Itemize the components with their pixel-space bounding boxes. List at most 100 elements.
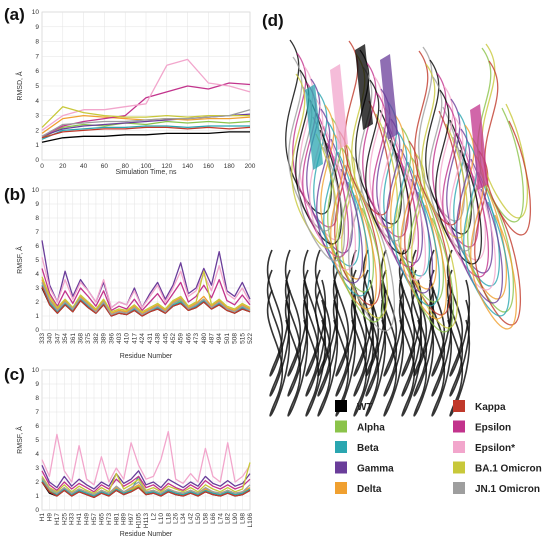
x-tick-label: 160 xyxy=(203,163,214,170)
antibody-ribbon xyxy=(410,269,435,397)
x-tick-label: 417 xyxy=(131,333,138,344)
legend-swatch xyxy=(453,461,465,474)
y-tick-label: 4 xyxy=(35,451,39,458)
x-tick-label: L26 xyxy=(173,513,180,524)
legend-label: Delta xyxy=(357,484,382,495)
x-tick-label: 347 xyxy=(54,333,61,344)
y-tick-label: 9 xyxy=(35,381,39,388)
y-tick-label: 8 xyxy=(35,395,39,402)
legend-swatch xyxy=(453,400,465,412)
x-tick-label: L2 xyxy=(150,513,157,521)
x-tick-label: L98 xyxy=(240,513,247,524)
series-line-beta xyxy=(41,125,250,140)
protein-structure-image xyxy=(266,39,531,417)
series-line-epsilon xyxy=(41,268,251,312)
y-tick-label: 2 xyxy=(35,299,39,306)
series-line-gamma xyxy=(41,240,251,309)
x-tick-label: H57 xyxy=(91,513,98,525)
panel-a-letter: (a) xyxy=(4,5,25,24)
x-tick-label: 515 xyxy=(239,333,246,344)
spike-ribbon xyxy=(337,147,384,323)
panel-d-letter: (d) xyxy=(262,11,284,30)
series-line-epsilon- xyxy=(41,430,251,486)
antibody-ribbon xyxy=(410,289,435,417)
y-tick-label: 7 xyxy=(35,53,39,60)
antibody-ribbon xyxy=(284,269,309,397)
y-tick-label: 10 xyxy=(32,187,40,194)
y-axis-label: RMSD, Å xyxy=(15,71,24,101)
x-tick-label: L50 xyxy=(195,513,202,524)
x-tick-label: L10 xyxy=(158,513,165,524)
y-tick-label: 2 xyxy=(35,479,39,486)
x-tick-label: 20 xyxy=(59,163,67,170)
x-tick-label: 494 xyxy=(216,333,223,344)
legend-label: JN.1 Omicron xyxy=(475,484,540,495)
antibody-ribbon xyxy=(302,289,327,417)
x-tick-label: L106 xyxy=(247,513,254,528)
y-tick-label: 3 xyxy=(35,285,39,292)
y-tick-label: 8 xyxy=(35,215,39,222)
legend-swatch xyxy=(335,482,347,494)
y-tick-label: 5 xyxy=(35,83,39,90)
x-tick-label: 100 xyxy=(141,163,152,170)
series-line-jn-1-omicron xyxy=(41,109,251,137)
beta-sheet xyxy=(305,84,323,170)
antibody-ribbon xyxy=(380,269,405,397)
panel-b-letter: (b) xyxy=(4,185,26,204)
legend-swatch xyxy=(335,441,347,453)
antibody-ribbon xyxy=(350,269,375,397)
y-tick-label: 3 xyxy=(35,113,39,120)
y-tick-label: 0 xyxy=(35,327,39,334)
x-tick-label: 368 xyxy=(78,333,85,344)
legend-label: WT xyxy=(357,402,373,413)
y-tick-label: 10 xyxy=(32,367,40,374)
legend-swatch xyxy=(453,441,465,453)
x-tick-label: H65 xyxy=(98,513,105,525)
series-line-jn-1-omicron xyxy=(41,477,251,496)
y-tick-label: 8 xyxy=(35,39,39,46)
y-axis-label: RMSF, Å xyxy=(15,246,24,274)
x-tick-label: H9 xyxy=(46,513,53,522)
y-tick-label: 5 xyxy=(35,257,39,264)
x-tick-label: L90 xyxy=(232,513,239,524)
x-tick-label: 501 xyxy=(224,333,231,344)
x-tick-label: 480 xyxy=(201,333,208,344)
x-tick-label: H105 xyxy=(136,513,143,529)
y-tick-label: 0 xyxy=(35,157,39,164)
series-line-ba-1-omicron xyxy=(41,270,251,313)
x-tick-label: L82 xyxy=(225,513,232,524)
legend-swatch xyxy=(335,420,347,433)
x-tick-label: 389 xyxy=(101,333,108,344)
x-tick-label: H49 xyxy=(84,513,91,525)
x-tick-label: 431 xyxy=(147,333,154,344)
x-tick-label: L58 xyxy=(202,513,209,524)
y-tick-label: 7 xyxy=(35,409,39,416)
series-line-epsilon- xyxy=(41,58,251,131)
x-tick-label: 438 xyxy=(155,333,162,344)
x-tick-label: 410 xyxy=(124,333,131,344)
x-tick-label: 424 xyxy=(139,333,146,344)
x-tick-label: 522 xyxy=(247,333,254,344)
antibody-ribbon xyxy=(266,269,291,397)
x-tick-label: L34 xyxy=(180,513,187,524)
beta-sheet xyxy=(380,54,398,140)
x-tick-label: L66 xyxy=(210,513,217,524)
y-tick-label: 10 xyxy=(32,9,40,16)
legend-label: Kappa xyxy=(475,402,506,413)
antibody-ribbon xyxy=(314,289,339,417)
x-tick-label: 473 xyxy=(193,333,200,344)
x-axis-label: Simulation Time, ns xyxy=(115,169,177,176)
legend-swatch xyxy=(453,420,465,433)
legend-label: Epsilon* xyxy=(475,443,515,454)
x-axis-label: Residue Number xyxy=(120,353,173,360)
y-axis-label: RMSF, Å xyxy=(15,426,24,454)
legend-label: Epsilon xyxy=(475,423,511,434)
x-tick-label: 80 xyxy=(122,163,130,170)
x-tick-label: 382 xyxy=(93,333,100,344)
legend-label: Gamma xyxy=(357,464,394,475)
x-tick-label: H73 xyxy=(106,513,113,525)
x-tick-label: 180 xyxy=(224,163,235,170)
series-line-beta xyxy=(41,475,251,497)
antibody-ribbon xyxy=(362,289,387,417)
